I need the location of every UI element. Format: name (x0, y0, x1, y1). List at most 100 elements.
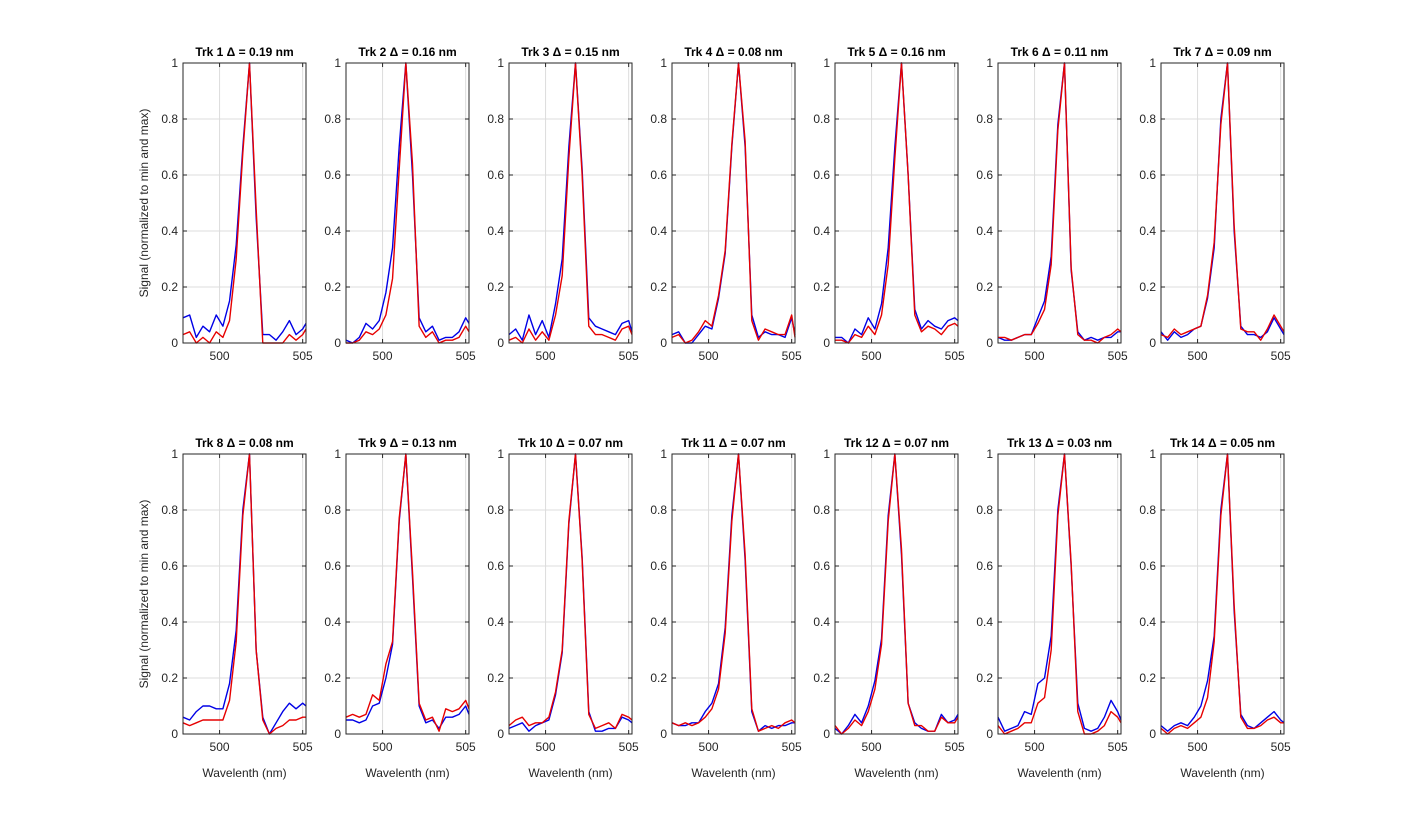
subplot-13: 0 0.2 0.4 0.6 0.8 1 500 505 Trk 13 Δ = 0.03 nm Wa… (976, 436, 1128, 780)
x-axis-label: Wavelenth (nm) (528, 766, 612, 780)
subplot-title: Trk 11 Δ = 0.07 nm (681, 436, 785, 450)
series-line-red (1160, 62, 1285, 341)
subplot-title: Trk 13 Δ = 0.03 nm (1007, 436, 1112, 450)
plot-frame (345, 453, 470, 735)
y-tick-label: 0.2 (487, 671, 504, 685)
y-tick-label: 0.4 (813, 224, 830, 238)
y-tick-label: 0.4 (976, 615, 993, 629)
y-tick-label: 0.8 (976, 503, 993, 517)
subplot-title: Trk 7 Δ = 0.09 nm (1173, 45, 1271, 59)
y-tick-label: 0.2 (324, 671, 341, 685)
x-tick-label: 500 (373, 740, 393, 754)
x-axis-label: Wavelenth (nm) (691, 766, 775, 780)
series-line-red (671, 453, 796, 732)
x-tick-label: 500 (1188, 740, 1208, 754)
y-tick-label: 0 (1149, 727, 1156, 741)
y-tick-label: 0 (986, 727, 993, 741)
x-tick-label: 505 (945, 740, 965, 754)
x-tick-label: 500 (536, 740, 556, 754)
y-tick-label: 0.2 (650, 280, 667, 294)
y-tick-label: 0.6 (161, 559, 178, 573)
y-tick-label: 0.8 (1139, 503, 1156, 517)
x-tick-label: 505 (1108, 349, 1128, 363)
y-tick-label: 0.8 (324, 112, 341, 126)
x-tick-label: 500 (210, 349, 230, 363)
y-tick-label: 0.6 (487, 168, 504, 182)
y-tick-label: 0.4 (976, 224, 993, 238)
x-tick-label: 505 (1108, 740, 1128, 754)
x-tick-label: 500 (1025, 740, 1045, 754)
y-tick-label: 0.8 (650, 503, 667, 517)
subplot-title: Trk 8 Δ = 0.08 nm (195, 436, 293, 450)
subplot-title: Trk 4 Δ = 0.08 nm (684, 45, 782, 59)
plot-frame (1160, 62, 1285, 344)
series-line-red (346, 62, 470, 344)
subplot-2: 0 0.2 0.4 0.6 0.8 1 500 505 Trk 2 Δ = 0.16 nm (324, 45, 476, 363)
y-tick-label: 1 (1149, 447, 1156, 461)
y-tick-label: 0.6 (813, 168, 830, 182)
y-tick-label: 0 (660, 727, 667, 741)
subplot-11: 0 0.2 0.4 0.6 0.8 1 500 505 Trk 11 Δ = 0.07 nm Wa… (650, 436, 802, 780)
y-tick-label: 1 (1149, 56, 1156, 70)
y-tick-label: 0.4 (324, 224, 341, 238)
y-tick-label: 0.6 (650, 168, 667, 182)
x-tick-label: 505 (782, 740, 802, 754)
plot-frame (997, 453, 1122, 735)
subplot-title: Trk 9 Δ = 0.13 nm (358, 436, 456, 450)
y-tick-label: 0 (823, 336, 830, 350)
series-line-red (182, 453, 306, 735)
subplot-6: 0 0.2 0.4 0.6 0.8 1 500 505 Trk 6 Δ = 0.11 nm (976, 45, 1128, 363)
subplot-3: 0 0.2 0.4 0.6 0.8 1 500 505 Trk 3 Δ = 0.15 nm (487, 45, 639, 363)
y-tick-label: 1 (823, 447, 830, 461)
subplot-8: 0 0.2 0.4 0.6 0.8 1 500 505 Trk 8 Δ = 0.08 nm Wav… (137, 436, 313, 780)
plot-background (509, 454, 632, 734)
subplot-title: Trk 12 Δ = 0.07 nm (844, 436, 949, 450)
plot-frame (508, 453, 633, 735)
y-tick-label: 0.8 (976, 112, 993, 126)
plot-frame (671, 62, 796, 344)
x-tick-label: 500 (699, 740, 719, 754)
x-tick-label: 500 (373, 349, 393, 363)
y-tick-label: 1 (334, 447, 341, 461)
series-line-red (834, 453, 959, 735)
plot-frame (834, 453, 959, 735)
subplot-title: Trk 5 Δ = 0.16 nm (847, 45, 945, 59)
series-line-red (998, 62, 1122, 344)
subplot-title: Trk 6 Δ = 0.11 nm (1011, 45, 1109, 59)
subplot-title: Trk 2 Δ = 0.16 nm (358, 45, 456, 59)
y-tick-label: 0.2 (1139, 671, 1156, 685)
y-tick-label: 0.2 (487, 280, 504, 294)
y-tick-label: 0.8 (1139, 112, 1156, 126)
y-tick-label: 0.2 (813, 671, 830, 685)
y-tick-label: 0 (986, 336, 993, 350)
x-tick-label: 500 (536, 349, 556, 363)
x-tick-label: 505 (456, 349, 476, 363)
y-tick-label: 0.4 (161, 615, 178, 629)
x-axis-label: Wavelenth (nm) (854, 766, 938, 780)
y-tick-label: 0.6 (324, 559, 341, 573)
subplot-1: 0 0.2 0.4 0.6 0.8 1 500 505 Trk 1 Δ = 0.19 nm Sig… (137, 45, 313, 363)
x-tick-label: 505 (293, 349, 313, 363)
y-tick-label: 0.4 (813, 615, 830, 629)
plot-frame (997, 62, 1122, 344)
x-tick-label: 505 (945, 349, 965, 363)
x-axis-label: Wavelenth (nm) (1017, 766, 1101, 780)
y-tick-label: 0.8 (487, 503, 504, 517)
x-tick-label: 500 (1025, 349, 1045, 363)
y-axis-label: Signal (normalized to min and max) (137, 500, 151, 689)
y-tick-label: 0 (171, 727, 178, 741)
subplot-7: 0 0.2 0.4 0.6 0.8 1 500 505 Trk 7 Δ = 0.09 nm (1139, 45, 1291, 363)
y-tick-label: 1 (497, 447, 504, 461)
y-tick-label: 0.2 (161, 280, 178, 294)
y-tick-label: 0.2 (976, 280, 993, 294)
series-line-red (508, 62, 633, 344)
y-tick-label: 0 (497, 336, 504, 350)
series-line-red (671, 62, 796, 344)
y-tick-label: 0.6 (650, 559, 667, 573)
y-tick-label: 0.4 (1139, 224, 1156, 238)
y-tick-label: 0.2 (650, 671, 667, 685)
subplot-14: 0 0.2 0.4 0.6 0.8 1 500 505 Trk 14 Δ = 0.05 nm Wa… (1139, 436, 1291, 780)
y-tick-label: 0.6 (813, 559, 830, 573)
x-tick-label: 505 (1271, 349, 1291, 363)
